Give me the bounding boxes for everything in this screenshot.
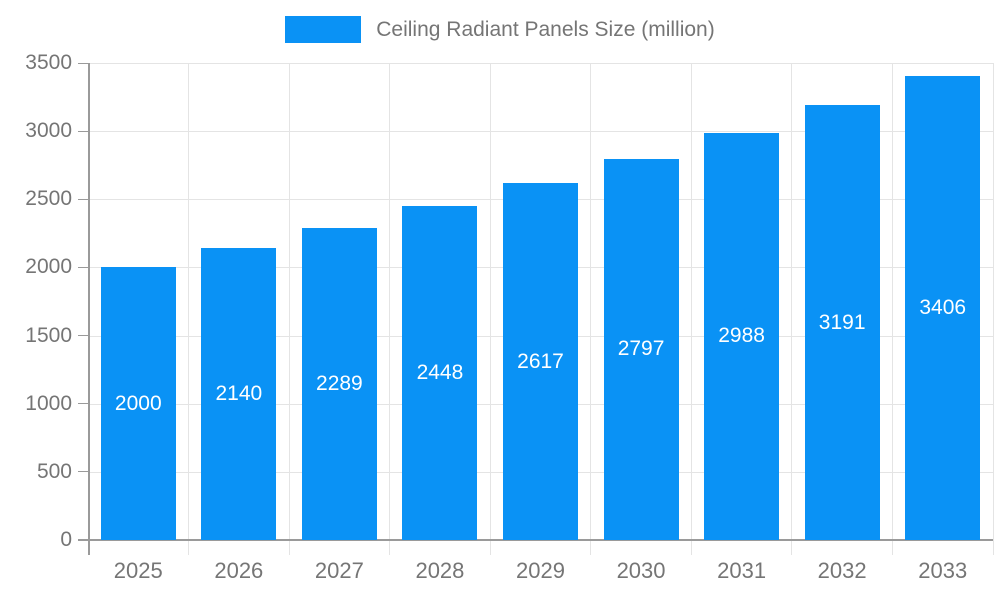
y-axis-line xyxy=(88,63,90,555)
bar-2027: 2289 xyxy=(301,228,377,540)
x-gridline xyxy=(891,63,893,555)
x-gridline xyxy=(489,63,491,555)
y-axis-tick xyxy=(78,62,88,64)
bar-value-label: 3406 xyxy=(919,295,967,319)
bar-2026: 2140 xyxy=(201,248,277,540)
y-axis-tick-label: 500 xyxy=(36,459,72,483)
x-gridline xyxy=(791,63,793,555)
x-gridline xyxy=(188,63,190,555)
y-axis-tick xyxy=(78,471,88,473)
x-gridline xyxy=(992,63,994,555)
y-axis-tick-label: 0 xyxy=(60,528,72,551)
legend-label: Ceiling Radiant Panels Size (million) xyxy=(376,17,715,41)
y-gridline xyxy=(88,131,993,133)
x-axis-tick-label: 2029 xyxy=(516,558,565,583)
bar-2032: 3191 xyxy=(804,105,880,540)
y-axis-tick-label: 1000 xyxy=(25,391,72,415)
bar-2029: 2617 xyxy=(503,183,578,540)
legend-swatch-icon xyxy=(285,16,362,43)
x-axis-tick-label: 2031 xyxy=(717,558,767,583)
bar-value-label: 2988 xyxy=(718,324,765,348)
bar-value-label: 2617 xyxy=(517,349,564,373)
y-gridline xyxy=(88,63,993,64)
x-axis-tick-label: 2030 xyxy=(616,558,666,583)
y-axis-tick-label: 2000 xyxy=(25,255,72,279)
x-axis-tick-label: 2028 xyxy=(415,558,465,583)
x-axis-tick-label: 2025 xyxy=(113,558,163,583)
x-gridline xyxy=(288,63,290,555)
bar-value-label: 3191 xyxy=(818,310,866,334)
x-axis-tick-label: 2026 xyxy=(214,558,264,583)
y-axis-tick xyxy=(78,198,88,200)
y-axis-tick-label: 1500 xyxy=(25,323,72,347)
bar-2033: 3406 xyxy=(905,75,981,540)
bar-2031: 2988 xyxy=(704,132,780,540)
x-axis-line xyxy=(78,539,993,541)
bar-2025: 2000 xyxy=(100,267,176,540)
y-axis-tick-label: 3500 xyxy=(25,51,72,74)
y-axis-tick xyxy=(78,403,88,405)
bar-2030: 2797 xyxy=(603,158,679,540)
bar-value-label: 2000 xyxy=(114,391,162,415)
bar-value-label: 2448 xyxy=(416,361,464,385)
y-axis-tick-label: 3000 xyxy=(25,119,72,143)
x-axis-tick-label: 2032 xyxy=(817,558,867,583)
legend-item[interactable]: Ceiling Radiant Panels Size (million) xyxy=(0,16,1000,43)
bar-value-label: 2289 xyxy=(316,372,363,395)
y-axis-tick-label: 2500 xyxy=(25,187,72,211)
x-gridline xyxy=(590,63,592,555)
y-axis-tick xyxy=(78,335,88,337)
x-axis-tick-label: 2027 xyxy=(314,558,364,583)
x-gridline xyxy=(690,63,692,555)
plot-area: 0 500 1000 1500 2000 2500 3000 3500 2000 2025 2140… xyxy=(25,52,994,583)
bar-value-label: 2140 xyxy=(215,382,263,406)
y-axis-tick xyxy=(78,130,88,132)
x-gridline xyxy=(389,63,391,555)
bar-2028: 2448 xyxy=(402,206,478,540)
bar-value-label: 2797 xyxy=(617,337,665,361)
y-axis-tick xyxy=(78,266,88,268)
x-axis-tick-label: 2033 xyxy=(918,558,968,583)
